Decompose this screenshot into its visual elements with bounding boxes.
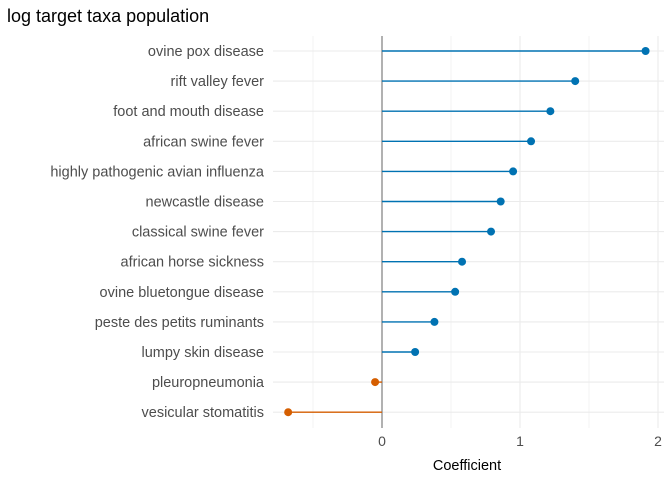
- category-label: newcastle disease: [146, 195, 265, 211]
- lollipop-point: [641, 47, 650, 55]
- category-label: ovine pox disease: [148, 44, 264, 60]
- lollipop-point: [546, 107, 555, 116]
- category-label: highly pathogenic avian influenza: [50, 164, 265, 180]
- category-label: pleuropneumonia: [152, 375, 265, 391]
- category-label: lumpy skin disease: [142, 345, 265, 361]
- lollipop-points: [284, 47, 650, 417]
- lollipop-point: [451, 287, 460, 296]
- lollipop-point: [571, 77, 580, 86]
- category-label: ovine bluetongue disease: [100, 285, 264, 301]
- x-tick-label: 2: [654, 433, 662, 449]
- lollipop-stems: [288, 50, 646, 413]
- x-tick-labels: 0 1 2: [378, 433, 662, 449]
- lollipop-point: [284, 408, 293, 417]
- x-axis-title: Coefficient: [433, 458, 501, 474]
- category-labels: ovine pox disease rift valley fever foot a…: [50, 44, 265, 421]
- category-label: peste des petits ruminants: [95, 315, 264, 331]
- lollipop-point: [458, 257, 467, 266]
- chart-title: log target taxa population: [7, 6, 209, 26]
- lollipop-point: [527, 137, 536, 146]
- x-tick-label: 0: [378, 433, 386, 449]
- category-label: vesicular stomatitis: [142, 405, 264, 421]
- lollipop-point: [430, 317, 439, 326]
- lollipop-point: [509, 167, 518, 176]
- category-label: african swine fever: [143, 134, 264, 150]
- lollipop-point: [496, 197, 505, 206]
- category-label: rift valley fever: [171, 74, 265, 90]
- x-tick-label: 1: [516, 433, 524, 449]
- category-label: classical swine fever: [132, 225, 264, 241]
- category-label: african horse sickness: [121, 255, 264, 271]
- lollipop-point: [487, 227, 496, 236]
- category-label: foot and mouth disease: [113, 104, 264, 120]
- lollipop-point: [371, 378, 380, 387]
- lollipop-point: [411, 348, 420, 356]
